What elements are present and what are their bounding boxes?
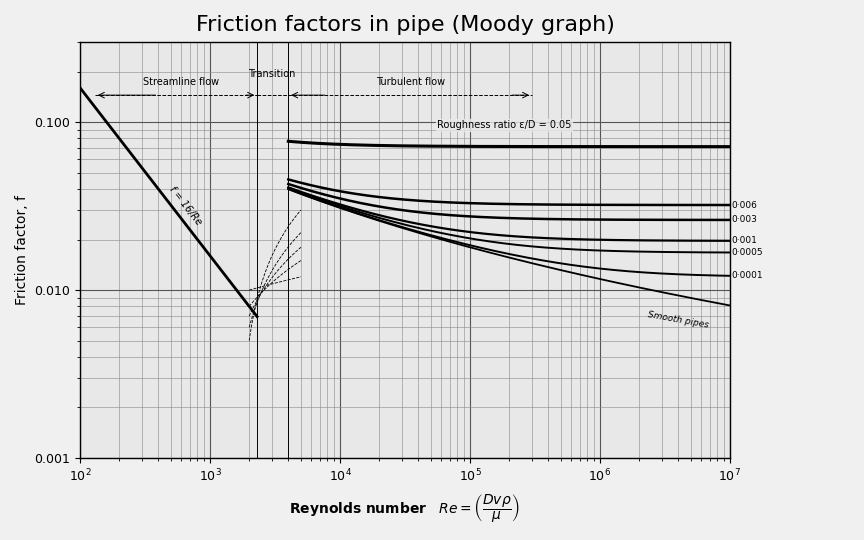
Text: Transition: Transition [248,69,295,79]
Title: Friction factors in pipe (Moody graph): Friction factors in pipe (Moody graph) [195,15,614,35]
Text: Smooth pipes: Smooth pipes [647,310,709,329]
Text: 0·003: 0·003 [731,215,757,225]
Text: Streamline flow: Streamline flow [143,77,219,87]
Text: Turbulent flow: Turbulent flow [376,77,445,87]
Text: f = 16/Re: f = 16/Re [168,184,204,227]
X-axis label: $\bf{Reynolds\ number}$   $Re= \left(\dfrac{Dv\rho}{\mu}\right)$: $\bf{Reynolds\ number}$ $Re= \left(\dfra… [289,492,520,525]
Text: 0·0005: 0·0005 [731,248,763,257]
Y-axis label: Friction factor, f: Friction factor, f [15,195,29,305]
Text: 0·001: 0·001 [731,237,757,245]
Text: 0·0001: 0·0001 [731,271,763,280]
Text: Roughness ratio ε/D = 0.05: Roughness ratio ε/D = 0.05 [436,120,571,130]
Text: 0·006: 0·006 [731,200,757,210]
